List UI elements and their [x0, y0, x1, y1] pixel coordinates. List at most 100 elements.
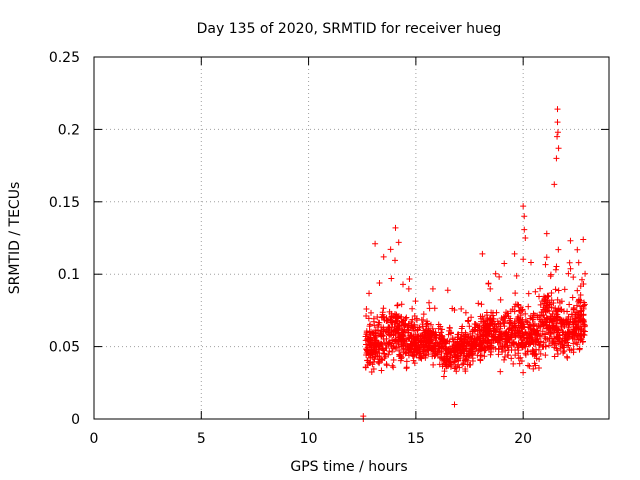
data-point [444, 287, 451, 294]
chart-title: Day 135 of 2020, SRMTID for receiver hue… [197, 21, 502, 37]
data-point [453, 363, 460, 370]
data-point [526, 363, 533, 370]
data-point [423, 347, 430, 354]
data-point [534, 327, 541, 334]
data-point [411, 327, 418, 334]
data-point [540, 312, 547, 319]
data-point [522, 310, 529, 317]
data-point [481, 321, 488, 328]
data-point [429, 285, 436, 292]
data-point [520, 369, 527, 376]
data-point [570, 329, 577, 336]
data-point [555, 246, 562, 253]
data-point [451, 307, 458, 314]
data-point [573, 302, 580, 309]
x-tick-label: 20 [514, 431, 532, 447]
data-point [464, 317, 471, 324]
data-point [441, 340, 448, 347]
x-axis-title: GPS time / hours [290, 459, 407, 475]
data-point [383, 335, 390, 342]
data-point [436, 361, 443, 368]
data-point [580, 236, 587, 243]
data-point [505, 333, 512, 340]
data-point [546, 338, 553, 345]
data-point [519, 344, 526, 351]
data-point [545, 293, 552, 300]
data-point [426, 334, 433, 341]
data-point [577, 308, 584, 315]
data-point [390, 364, 397, 371]
data-point [441, 368, 448, 375]
data-point [496, 273, 503, 280]
data-point [540, 343, 547, 350]
data-point [479, 250, 486, 257]
data-point [582, 270, 589, 277]
data-point [430, 348, 437, 355]
data-point [400, 281, 406, 288]
data-point [379, 332, 386, 339]
data-point [466, 323, 473, 330]
data-point [565, 270, 572, 277]
data-point [570, 274, 577, 281]
data-point [577, 291, 584, 298]
data-point [478, 301, 485, 308]
data-point [398, 301, 405, 308]
data-point [370, 342, 377, 349]
data-point [426, 344, 433, 351]
data-point [420, 316, 427, 323]
data-point [554, 314, 561, 321]
data-point [365, 335, 372, 342]
data-point [555, 145, 562, 152]
data-point [479, 337, 486, 344]
data-point [507, 315, 514, 322]
data-point [438, 332, 445, 339]
data-point [431, 353, 438, 360]
data-point [536, 356, 543, 363]
data-point [378, 367, 385, 374]
data-point [458, 305, 465, 312]
data-point [524, 348, 531, 355]
data-point [542, 352, 549, 359]
data-point [422, 354, 429, 361]
data-point [551, 327, 558, 334]
data-point [543, 254, 550, 261]
data-point [554, 313, 561, 320]
data-point [507, 308, 514, 315]
data-point [543, 314, 550, 321]
data-point [405, 352, 412, 359]
data-point [388, 275, 395, 282]
data-point [531, 320, 538, 327]
data-point [379, 311, 386, 318]
data-point [462, 329, 469, 336]
data-point [472, 340, 479, 347]
data-point [386, 348, 393, 355]
data-point [484, 340, 491, 347]
data-point [512, 332, 519, 339]
data-point [405, 320, 412, 327]
data-point [447, 345, 454, 352]
data-point [561, 286, 568, 293]
data-point [521, 213, 528, 220]
data-point [362, 364, 369, 371]
data-point [483, 309, 490, 316]
data-point [385, 324, 392, 331]
data-point [570, 340, 577, 347]
data-point [554, 106, 561, 113]
data-point [363, 346, 370, 353]
data-point [549, 316, 556, 323]
data-point [405, 285, 412, 292]
data-point [416, 354, 423, 361]
data-point [483, 328, 490, 335]
data-point [527, 325, 534, 332]
data-point [526, 321, 533, 328]
data-point [478, 318, 485, 325]
data-point [501, 260, 508, 267]
data-point [444, 356, 451, 363]
data-point [515, 342, 522, 349]
data-point [426, 305, 433, 312]
data-point [554, 119, 561, 126]
data-point [537, 301, 544, 308]
x-tick-label: 5 [197, 431, 206, 447]
data-point [563, 317, 570, 324]
data-point [571, 326, 578, 333]
